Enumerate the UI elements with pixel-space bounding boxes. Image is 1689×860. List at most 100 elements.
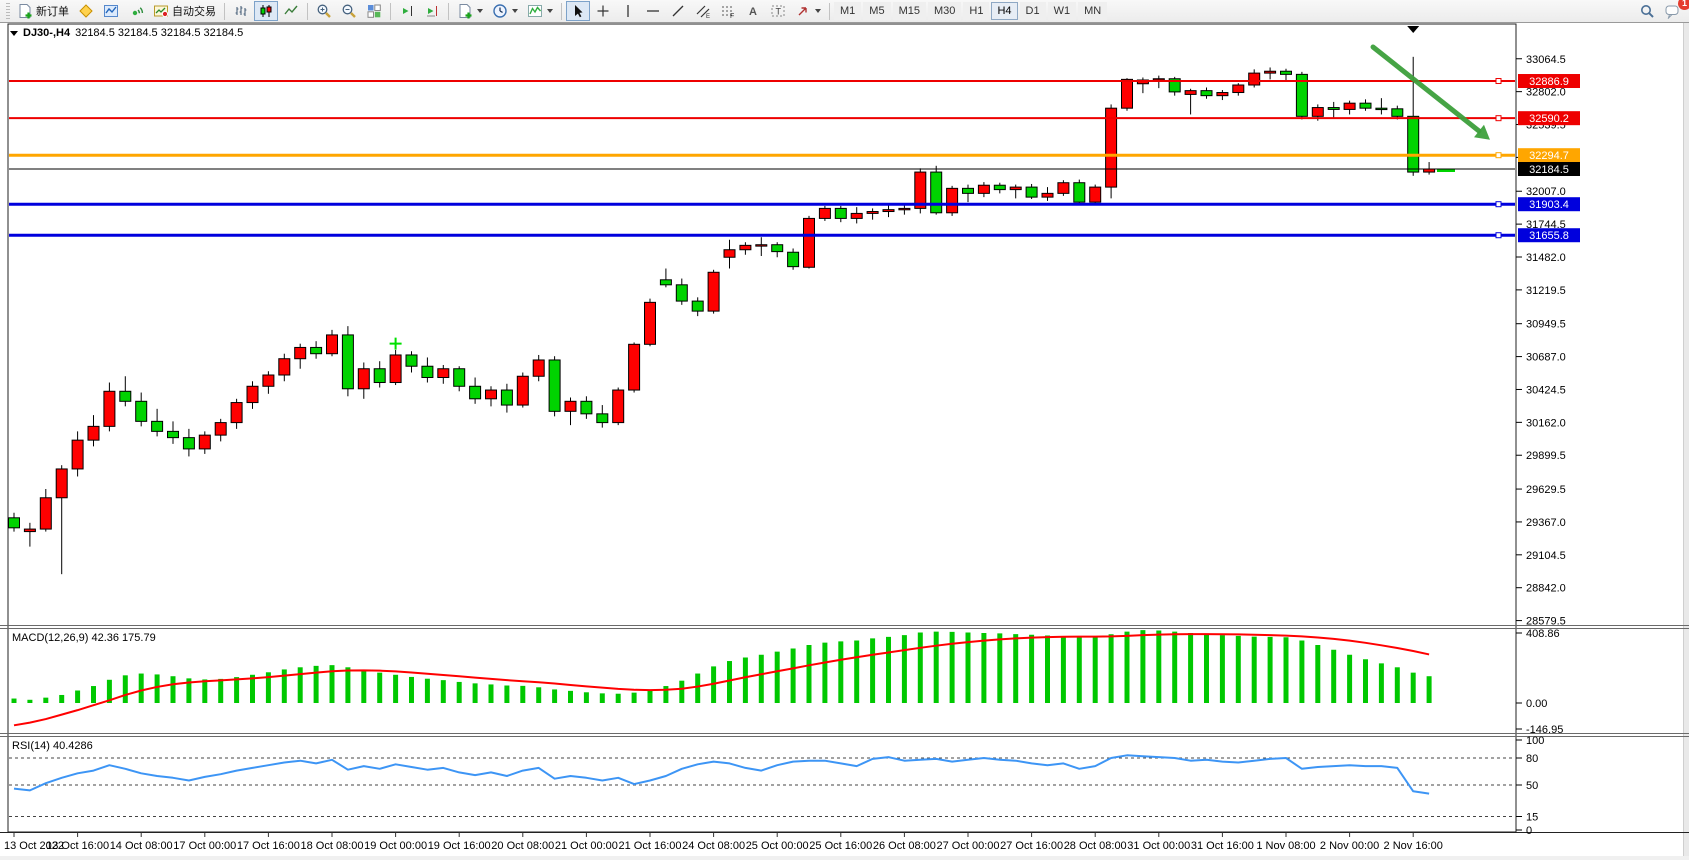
autotrading-icon <box>154 5 169 18</box>
price-badge-label: 32590.2 <box>1529 113 1569 125</box>
toolbar-grip[interactable] <box>6 3 10 19</box>
tile-windows-button[interactable] <box>362 1 386 21</box>
price-tick-label: 31482.0 <box>1526 252 1566 264</box>
markers-layer <box>389 26 1490 350</box>
fibonacci-button[interactable]: F <box>716 1 740 21</box>
text-button[interactable]: A <box>741 1 765 21</box>
price-tick-label: 30949.5 <box>1526 319 1566 331</box>
time-tick-label: 17 Oct 16:00 <box>237 840 300 852</box>
notification-badge[interactable]: 1 <box>1678 0 1689 10</box>
search-button[interactable] <box>1635 1 1659 21</box>
timeframe-button-H1[interactable]: H1 <box>963 2 990 20</box>
collapse-triangle-icon[interactable] <box>10 30 18 36</box>
autotrading-label: 自动交易 <box>172 6 216 18</box>
indicators-button[interactable] <box>523 1 557 21</box>
vertical-line-button[interactable] <box>616 1 640 21</box>
chat-button[interactable] <box>1660 1 1685 21</box>
candle-body <box>1073 182 1086 203</box>
timeframe-button-M5[interactable]: M5 <box>863 2 891 20</box>
price-tick-label: 30162.0 <box>1526 417 1566 429</box>
zoom-in-button[interactable] <box>312 1 336 21</box>
zoom-out-button[interactable] <box>337 1 361 21</box>
time-tick-label: 24 Oct 08:00 <box>682 840 745 852</box>
price-axis[interactable]: 33064.532802.032539.532277.032007.031744… <box>1516 54 1580 837</box>
candle-body <box>405 354 418 367</box>
timeframe-button-MN[interactable]: MN <box>1078 2 1108 20</box>
timeframe-button-H4[interactable]: H4 <box>991 2 1018 20</box>
candle-body <box>341 334 354 390</box>
signal-icon <box>132 7 144 16</box>
candle-body <box>1375 107 1388 111</box>
candle-body <box>787 251 800 268</box>
new-chart-button[interactable] <box>453 1 487 21</box>
cursor-button[interactable] <box>566 1 590 21</box>
time-tick-label: 18 Oct 08:00 <box>301 840 364 852</box>
candle-body <box>691 300 704 312</box>
channel-button[interactable]: E <box>691 1 715 21</box>
candle-body <box>23 528 36 533</box>
price-badge-label: 31655.8 <box>1529 230 1569 242</box>
candle-body <box>644 301 656 345</box>
svg-text:T: T <box>776 7 782 17</box>
market-watch-button[interactable] <box>74 1 98 21</box>
line-chart-button[interactable] <box>279 1 303 21</box>
chart-canvas[interactable]: 33064.532802.032539.532277.032007.031744… <box>0 23 1689 860</box>
candlestick-chart-button[interactable] <box>254 1 278 21</box>
price-badge <box>1518 111 1580 126</box>
candle-body <box>469 385 482 400</box>
crosshair-button[interactable] <box>591 1 615 21</box>
timeframe-button-M15[interactable]: M15 <box>892 2 926 20</box>
text-label-icon: T <box>771 5 785 17</box>
navigator-button[interactable] <box>124 1 148 21</box>
timeframe-button-D1[interactable]: D1 <box>1019 2 1046 20</box>
price-badge <box>1518 228 1580 243</box>
window-edge <box>1683 23 1689 860</box>
arrows-button[interactable] <box>791 1 825 21</box>
chart-symbol-period: DJ30-,H4 <box>23 27 71 39</box>
tile-windows-icon <box>367 4 381 18</box>
plus-marker <box>389 337 402 350</box>
new-chart-icon <box>459 4 472 19</box>
candle-body <box>1232 84 1245 94</box>
candle-body <box>659 279 672 286</box>
time-tick-label: 25 Oct 00:00 <box>746 840 809 852</box>
horizontal-line-button[interactable] <box>641 1 665 21</box>
data-window-button[interactable] <box>99 1 123 21</box>
price-badge <box>1518 148 1580 163</box>
candle-body <box>596 413 609 424</box>
time-tick-label: 1 Nov 08:00 <box>1256 840 1315 852</box>
timeframe-button-W1[interactable]: W1 <box>1047 2 1077 20</box>
chat-bubble-icon <box>1665 5 1679 19</box>
timeframe-button-M30[interactable]: M30 <box>927 2 962 20</box>
candle-body <box>882 209 895 213</box>
new-order-button[interactable]: 新订单 <box>13 1 73 21</box>
candle-body <box>707 271 720 312</box>
autoscroll-button[interactable] <box>420 1 444 21</box>
bar-chart-button[interactable] <box>229 1 253 21</box>
yellow-diamond-icon <box>79 4 93 18</box>
candle-body <box>294 346 307 360</box>
hlines-layer[interactable] <box>9 78 1515 239</box>
text-label-button[interactable]: T <box>766 1 790 21</box>
autotrading-button[interactable]: 自动交易 <box>149 1 220 21</box>
trend-arrow-line[interactable] <box>1370 44 1482 134</box>
horizontal-line-icon <box>647 10 659 12</box>
timeframe-button-M1[interactable]: M1 <box>834 2 862 20</box>
trend-arrow-head[interactable] <box>1474 124 1490 140</box>
time-tick-label: 19 Oct 00:00 <box>364 840 427 852</box>
trendline-button[interactable] <box>666 1 690 21</box>
indicator-icon <box>528 5 542 17</box>
rsi-axis-label: 0 <box>1526 825 1532 837</box>
periodicity-button[interactable] <box>488 1 522 21</box>
chart-quotes: 32184.5 32184.5 32184.5 32184.5 <box>75 27 244 39</box>
candle-body <box>977 184 990 194</box>
time-tick-label: 20 Oct 08:00 <box>491 840 554 852</box>
shift-chart-button[interactable] <box>395 1 419 21</box>
candle-body <box>755 244 768 247</box>
rsi-axis-label: 50 <box>1526 780 1538 792</box>
candle-body <box>914 171 927 209</box>
candle-body <box>437 368 450 379</box>
candle-body <box>373 368 386 384</box>
new-order-label: 新订单 <box>36 6 69 18</box>
